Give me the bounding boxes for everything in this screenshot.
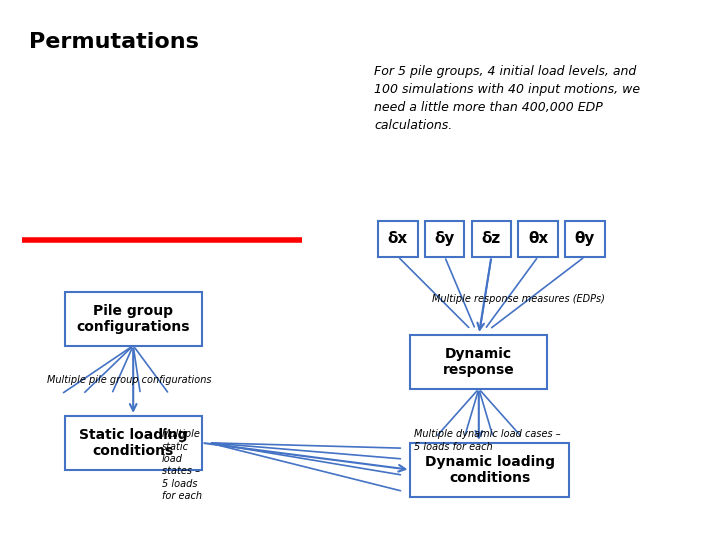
FancyBboxPatch shape [378,221,418,256]
Text: Multiple
static
load
states –
5 loads
for each: Multiple static load states – 5 loads fo… [162,429,202,501]
Text: Pile group
configurations: Pile group configurations [76,303,190,334]
Text: Permutations: Permutations [29,32,199,52]
Text: δz: δz [482,232,501,246]
FancyBboxPatch shape [472,221,511,256]
Text: θx: θx [528,232,549,246]
FancyBboxPatch shape [410,443,569,497]
Text: θy: θy [575,232,595,246]
FancyBboxPatch shape [410,335,547,389]
Text: δx: δx [387,232,408,246]
Text: Dynamic loading
conditions: Dynamic loading conditions [425,455,554,485]
Text: Multiple pile group configurations: Multiple pile group configurations [47,375,211,386]
Text: Dynamic
response: Dynamic response [443,347,515,377]
FancyBboxPatch shape [565,221,605,256]
Text: Multiple dynamic load cases –
5 loads for each: Multiple dynamic load cases – 5 loads fo… [414,429,561,451]
Text: δy: δy [434,232,455,246]
Text: For 5 pile groups, 4 initial load levels, and
100 simulations with 40 input moti: For 5 pile groups, 4 initial load levels… [374,65,641,132]
FancyBboxPatch shape [65,416,202,470]
FancyBboxPatch shape [425,221,464,256]
Text: Multiple response measures (EDPs): Multiple response measures (EDPs) [432,294,605,305]
Text: Static loading
conditions: Static loading conditions [79,428,187,458]
FancyBboxPatch shape [65,292,202,346]
FancyBboxPatch shape [518,221,558,256]
